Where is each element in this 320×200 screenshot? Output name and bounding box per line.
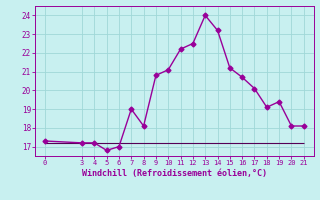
X-axis label: Windchill (Refroidissement éolien,°C): Windchill (Refroidissement éolien,°C) xyxy=(82,169,267,178)
